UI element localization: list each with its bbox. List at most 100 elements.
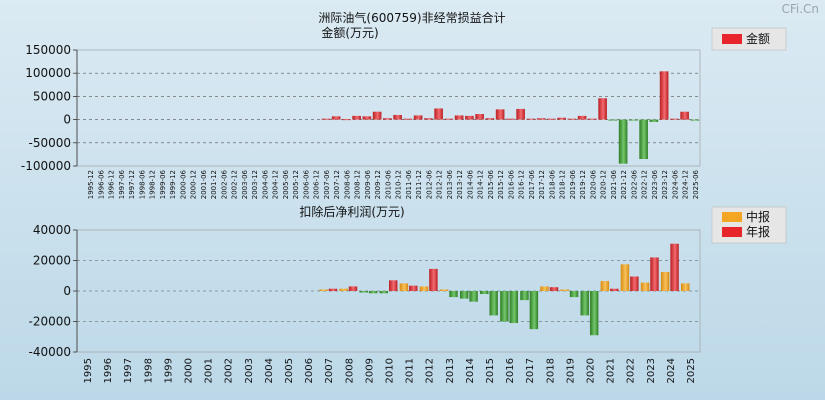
chart1-x-tick-label: 1998-12 (149, 170, 157, 199)
chart1-y-tick-label: 0 (63, 113, 71, 127)
chart2-x-tick-label: 2016 (505, 358, 516, 383)
chart2-x-tick-label: 2019 (565, 358, 576, 383)
chart1-x-tick-label: 2006-12 (313, 170, 321, 199)
chart1-bar (536, 118, 546, 120)
chart1-x-tick-label: 2024-12 (682, 170, 690, 199)
chart2-x-tick-label: 1997 (123, 358, 134, 383)
chart1-x-tick-label: 2016-12 (518, 170, 526, 199)
chart2-bar-interim (620, 264, 630, 291)
chart1-x-tick-label: 2002-06 (220, 169, 228, 199)
chart2-legend-label: 年报 (746, 224, 770, 239)
chart2-bar-interim (480, 291, 489, 295)
watermark: CFi.Cn (781, 2, 819, 16)
chart1-bar (526, 118, 536, 120)
chart1-x-tick-label: 2020-06 (589, 169, 597, 199)
chart1-bar (362, 116, 372, 120)
chart2-bar-annual (489, 291, 498, 316)
chart2-bar-annual (569, 291, 579, 298)
chart2-x-tick-label: 2001 (204, 358, 215, 383)
chart1-bar (649, 119, 659, 122)
chart2-x-tick-label: 2023 (646, 358, 657, 383)
chart1-x-tick-label: 2013-12 (456, 170, 464, 199)
chart1-bar (454, 115, 464, 120)
chart2-bar-annual (529, 291, 539, 330)
chart1-x-tick-label: 2004-06 (261, 169, 269, 199)
chart1-x-tick-label: 2001-06 (200, 169, 208, 199)
chart2-legend-swatch (722, 212, 742, 222)
chart2-x-tick-label: 2008 (344, 358, 355, 383)
chart1-bar (598, 98, 607, 120)
chart2-x-tick-label: 2014 (465, 358, 476, 383)
chart2-bar-annual (650, 257, 659, 291)
chart2-bar-annual (449, 291, 458, 298)
chart1-x-tick-label: 1996-06 (97, 169, 105, 199)
chart2-x-tick-label: 2013 (445, 358, 456, 383)
chart2-bar-annual (630, 276, 639, 291)
chart1-x-tick-label: 2011-12 (415, 170, 423, 199)
chart1-bar (393, 114, 402, 120)
chart1-x-tick-label: 2017-12 (538, 170, 546, 199)
chart1-x-tick-label: 2001-12 (210, 170, 218, 199)
chart2-bar-annual (328, 288, 338, 291)
chart1-bar (577, 115, 587, 120)
chart1-x-tick-label: 2005-06 (282, 169, 290, 199)
chart2-x-tick-label: 2011 (405, 358, 416, 383)
chart2-x-tick-label: 2002 (224, 358, 235, 383)
chart1-x-tick-label: 2018-06 (548, 169, 556, 199)
chart1-x-tick-label: 2019-12 (579, 170, 587, 199)
chart1-bar (516, 108, 525, 120)
chart1-bar (403, 118, 413, 120)
chart1-bar (547, 118, 556, 120)
chart1-x-tick-label: 2012-06 (425, 169, 433, 199)
chart1-x-tick-label: 2016-06 (507, 169, 515, 199)
chart2-bar-interim (439, 289, 449, 291)
chart2-bar-annual (368, 291, 378, 294)
chart1-bar (434, 108, 443, 120)
chart2-x-tick-label: 2024 (666, 358, 677, 383)
chart2-bar-interim (660, 271, 670, 291)
chart2-bar-interim (500, 291, 509, 322)
chart1-x-tick-label: 2004-12 (272, 170, 280, 199)
chart2-x-tick-label: 2025 (686, 358, 697, 383)
chart2-bar-interim (560, 289, 569, 291)
chart1-title: 洲际油气(600759)非经常损益合计 (318, 10, 505, 25)
chart1-x-tick-label: 2022-06 (630, 169, 638, 199)
chart2-legend-label: 中报 (746, 209, 770, 224)
chart1-x-tick-label: 2008-12 (354, 170, 362, 199)
chart2-x-tick-label: 2000 (184, 358, 195, 383)
chart1-bar (413, 115, 423, 120)
chart1-x-tick-label: 2018-12 (559, 170, 567, 199)
chart1-bar (659, 71, 669, 120)
chart2-x-tick-label: 2007 (324, 358, 335, 383)
chart2-bar-annual (610, 288, 619, 291)
chart1-bar (352, 115, 361, 120)
chart1-bar (383, 118, 392, 120)
chart2-x-tick-label: 2017 (525, 358, 536, 383)
chart1-bar (680, 111, 689, 120)
chart2-bar-interim (419, 286, 429, 291)
chart1-x-tick-label: 2012-12 (436, 170, 444, 199)
chart1-bar (567, 118, 577, 120)
chart2-bar-annual (589, 291, 599, 336)
chart2-bar-interim (640, 282, 650, 291)
chart2-legend-swatch (722, 227, 742, 237)
chart1-x-tick-label: 2015-12 (497, 170, 505, 199)
chart1-x-tick-label: 2022-12 (641, 170, 649, 199)
chart2-bar-interim (459, 291, 469, 299)
chart2-x-tick-label: 2009 (364, 358, 375, 383)
chart2-bar-annual (549, 287, 559, 291)
chart1-x-tick-label: 2021-12 (620, 170, 628, 199)
chart2-x-tick-label: 1996 (103, 358, 114, 383)
chart1-x-tick-label: 2025-06 (692, 169, 700, 199)
chart1-bar (506, 118, 515, 120)
chart2-bar-annual (509, 291, 519, 324)
chart1-x-tick-label: 2009-06 (364, 169, 372, 199)
chart1-y-tick-label: -50000 (28, 136, 71, 150)
chart1-x-tick-label: 2020-12 (600, 170, 608, 199)
chart1-x-tick-label: 2002-12 (231, 170, 239, 199)
chart2-x-tick-label: 2003 (244, 358, 255, 383)
chart2-bar-annual (348, 286, 358, 291)
chart2-bar-interim (399, 283, 409, 291)
chart2-y-tick-label: 0 (63, 284, 71, 298)
chart2-bar-annual (389, 280, 398, 291)
